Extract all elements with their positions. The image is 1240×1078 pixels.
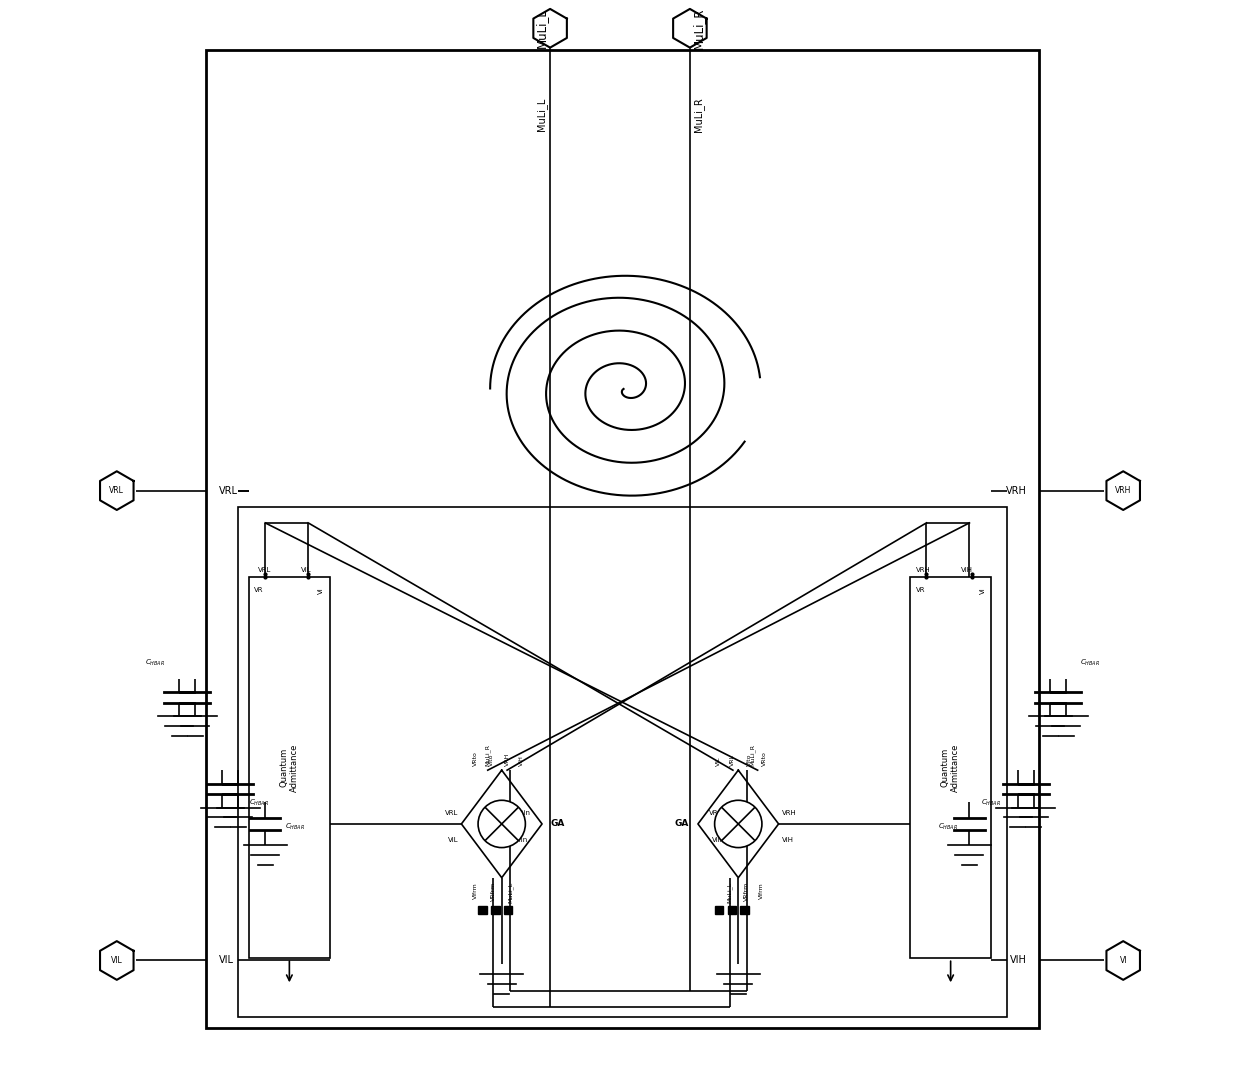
- Text: VRin: VRin: [709, 811, 725, 816]
- Text: $C_{HBAR}$: $C_{HBAR}$: [249, 798, 269, 807]
- Bar: [910, 577, 991, 958]
- Text: Vlin: Vlin: [515, 837, 528, 843]
- Text: VI: VI: [980, 588, 986, 594]
- Bar: [714, 906, 723, 914]
- Text: Vlin: Vlin: [712, 837, 725, 843]
- Polygon shape: [100, 471, 134, 510]
- Circle shape: [479, 800, 526, 847]
- Circle shape: [714, 800, 761, 847]
- Text: VIL: VIL: [300, 567, 311, 573]
- Text: Vlfrm: Vlfrm: [474, 882, 479, 899]
- Text: VIH: VIH: [1009, 955, 1027, 966]
- Bar: [503, 906, 512, 914]
- Text: VR: VR: [254, 588, 264, 593]
- Text: GA: GA: [675, 819, 689, 828]
- Text: MuLi_L: MuLi_L: [536, 98, 547, 130]
- Text: VRH: VRH: [505, 752, 510, 765]
- Text: VRL: VRL: [445, 811, 458, 816]
- Text: VRL: VRL: [730, 754, 735, 765]
- Text: VIH: VIH: [518, 755, 523, 765]
- Text: VIL: VIL: [717, 757, 722, 765]
- Text: VRH: VRH: [1115, 486, 1131, 495]
- Text: VRL: VRL: [258, 567, 272, 573]
- Text: VRto: VRto: [761, 751, 766, 765]
- Text: GA: GA: [551, 819, 565, 828]
- Text: VIH: VIH: [782, 837, 794, 843]
- Text: $C_{HBAR}$: $C_{HBAR}$: [284, 823, 305, 832]
- Bar: [728, 906, 737, 914]
- Text: MuLi_R: MuLi_R: [749, 744, 755, 765]
- Text: MuLi_R: MuLi_R: [485, 744, 491, 765]
- Text: $C_{HBAR}$: $C_{HBAR}$: [982, 798, 1002, 807]
- Text: VIH: VIH: [961, 567, 973, 573]
- Text: VIto: VIto: [746, 754, 751, 765]
- Text: VR: VR: [915, 588, 925, 593]
- Text: MuLi_R: MuLi_R: [692, 8, 706, 49]
- Text: VIto: VIto: [489, 754, 494, 765]
- Text: VIL: VIL: [110, 956, 123, 965]
- Bar: [238, 507, 1007, 1018]
- Text: VRH: VRH: [1006, 485, 1027, 496]
- Text: VRH: VRH: [782, 811, 796, 816]
- Text: VRto: VRto: [474, 751, 479, 765]
- Text: Quantum
Admittance: Quantum Admittance: [280, 744, 299, 791]
- Text: MuLi_L: MuLi_L: [534, 9, 548, 49]
- Text: VIL: VIL: [448, 837, 458, 843]
- Bar: [740, 906, 749, 914]
- Bar: [249, 577, 330, 958]
- Bar: [479, 906, 486, 914]
- Text: VRL: VRL: [219, 485, 238, 496]
- Polygon shape: [673, 9, 707, 47]
- Polygon shape: [100, 941, 134, 980]
- Text: VIL: VIL: [219, 955, 234, 966]
- Text: VRfrm: VRfrm: [744, 882, 749, 901]
- Bar: [206, 50, 1039, 1028]
- Text: VRL: VRL: [109, 486, 124, 495]
- Text: MuLi_L: MuLi_L: [727, 882, 733, 903]
- Text: MuLi_R: MuLi_R: [693, 97, 704, 132]
- Text: MuLi_L: MuLi_L: [507, 882, 513, 903]
- Text: $C_{HBAR}$: $C_{HBAR}$: [939, 823, 959, 832]
- Text: VRin: VRin: [515, 811, 531, 816]
- Text: $C_{HBAR}$: $C_{HBAR}$: [145, 658, 165, 668]
- Text: $C_{HBAR}$: $C_{HBAR}$: [1080, 658, 1100, 668]
- Text: Quantum
Admittance: Quantum Admittance: [941, 744, 960, 791]
- Text: VI: VI: [319, 588, 325, 594]
- Text: VI: VI: [1120, 956, 1127, 965]
- Text: VRH: VRH: [915, 567, 930, 573]
- Polygon shape: [1106, 941, 1140, 980]
- Text: Vlfrm: Vlfrm: [759, 882, 764, 899]
- Polygon shape: [1106, 471, 1140, 510]
- Polygon shape: [533, 9, 567, 47]
- Bar: [491, 906, 500, 914]
- Text: VRfrm: VRfrm: [491, 882, 496, 901]
